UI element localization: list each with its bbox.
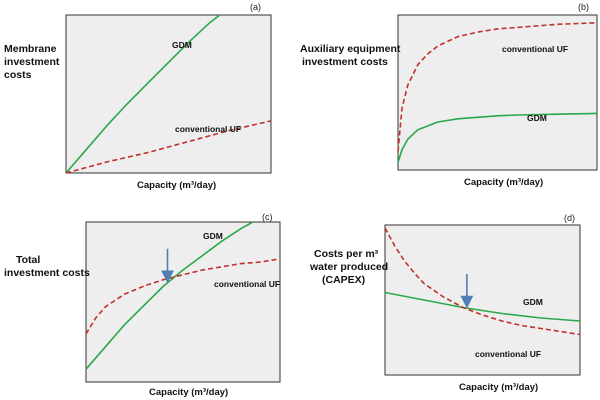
panel-b-series-gdm [397,112,598,163]
panel-b-label-gdm: GDM [527,113,547,123]
panel-c-frame [85,221,281,383]
panel-d-series-gdm [384,291,581,322]
panel-c-xlabel: Capacity (m³/day) [149,387,228,398]
panel-b: (b) Auxiliary equipment investment costs… [300,2,598,188]
panel-d-label-gdm: GDM [523,297,543,307]
panel-b-label-conventional-uf: conventional UF [502,44,568,54]
panel-d-ylabel-line2: water produced [309,261,388,273]
panel-d-ylabel-line1: Costs per m³ [314,248,379,260]
panel-d-ylabel-line3: (CAPEX) [322,274,365,286]
panel-a-ylabel-line1: Membrane [4,43,57,55]
panel-c-ylabel-line2: investment costs [4,267,90,279]
panel-b-tag: (b) [578,2,589,12]
panel-a-label-conventional-uf: conventional UF [175,124,241,134]
panel-b-xlabel: Capacity (m³/day) [464,177,543,188]
panel-c: (c) Total investment costs Capacity (m³/… [4,212,281,398]
panel-a-tag: (a) [250,2,261,12]
panel-a-series-gdm [65,14,221,174]
panel-a-ylabel-line3: costs [4,69,32,81]
panel-a: (a) Membrane investment costs Capacity (… [4,2,272,191]
panel-d-frame [384,224,581,376]
panel-b-series-conventional-uf [397,22,598,152]
panel-c-ylabel-line1: Total [16,254,40,266]
panel-d-label-conventional-uf: conventional UF [475,349,541,359]
panel-a-ylabel-line2: investment [4,56,60,68]
panel-d-tag: (d) [564,213,575,223]
panel-d: (d) Costs per m³ water produced (CAPEX) … [309,213,581,393]
panel-a-frame [65,14,272,174]
panel-a-label-gdm: GDM [172,40,192,50]
panel-c-label-conventional-uf: conventional UF [214,279,280,289]
panel-b-ylabel-line2: investment costs [302,56,388,68]
panel-c-tag: (c) [262,212,273,222]
panel-a-xlabel: Capacity (m³/day) [137,180,216,191]
panel-d-xlabel: Capacity (m³/day) [459,382,538,393]
panel-b-ylabel-line1: Auxiliary equipment [300,43,401,55]
panel-c-label-gdm: GDM [203,231,223,241]
panel-a-series-conventional-uf [65,120,272,174]
panel-b-frame [397,14,598,171]
